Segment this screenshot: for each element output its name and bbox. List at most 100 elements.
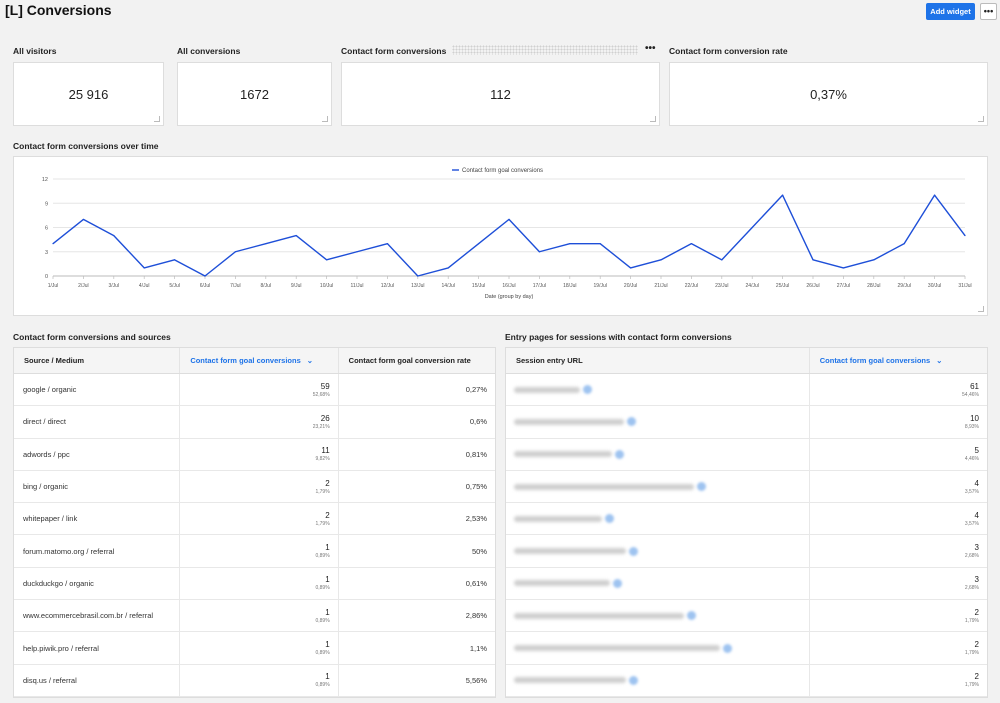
data-point: [751, 226, 753, 229]
resize-handle-icon[interactable]: [154, 116, 160, 122]
external-link-icon[interactable]: [629, 675, 638, 685]
resize-handle-icon[interactable]: [650, 116, 656, 122]
resize-handle-icon[interactable]: [978, 116, 984, 122]
resize-handle-icon[interactable]: [322, 116, 328, 122]
add-widget-button[interactable]: Add widget: [926, 3, 975, 20]
source-medium-cell[interactable]: adwords / ppc: [14, 438, 181, 470]
table-row[interactable]: 2 1,79%: [506, 600, 987, 633]
table-row[interactable]: 2 1,79%: [506, 664, 987, 697]
external-link-icon[interactable]: [605, 514, 614, 524]
table-row[interactable]: bing / organic 2 1,79% 0,75%: [14, 470, 495, 504]
blurred-url: [514, 515, 602, 522]
column-header-conversions[interactable]: Contact form goal conversions ⌄: [819, 356, 943, 365]
session-entry-url-cell[interactable]: [506, 535, 810, 567]
source-medium-cell[interactable]: direct / direct: [14, 406, 181, 438]
session-entry-url-cell[interactable]: [506, 503, 810, 535]
entry-section-title: Entry pages for sessions with contact fo…: [505, 332, 732, 342]
data-point: [812, 259, 814, 261]
x-tick-label: 11/Jul: [351, 283, 364, 289]
source-medium-cell[interactable]: www.ecommercebrasil.com.br / referral: [14, 600, 181, 632]
source-medium-cell[interactable]: disq.us / referral: [14, 664, 181, 696]
data-point: [721, 259, 723, 261]
x-tick-label: 1/Jul: [48, 283, 59, 289]
resize-handle-icon[interactable]: [978, 306, 984, 312]
data-point: [82, 218, 84, 221]
column-header-entry-url[interactable]: Session entry URL: [506, 348, 810, 373]
table-row[interactable]: 3 2,68%: [506, 567, 987, 601]
table-row[interactable]: help.piwik.pro / referral 1 0,89% 1,1%: [14, 632, 495, 665]
x-tick-label: 5/Jul: [169, 283, 180, 289]
table-row[interactable]: adwords / ppc 11 9,82% 0,81%: [14, 438, 495, 471]
drag-handle[interactable]: [452, 45, 638, 55]
table-row[interactable]: whitepaper / link 2 1,79% 2,53%: [14, 503, 495, 536]
table-row[interactable]: 10 8,93%: [506, 406, 987, 439]
source-medium-cell[interactable]: bing / organic: [14, 470, 181, 503]
external-link-icon[interactable]: [583, 385, 592, 395]
table-row[interactable]: www.ecommercebrasil.com.br / referral 1 0,…: [14, 600, 495, 633]
column-header-conversions[interactable]: Contact form goal conversions ⌄: [180, 348, 339, 373]
conversions-cell: 4 3,57%: [964, 478, 979, 495]
x-tick-label: 12/Jul: [381, 283, 394, 289]
external-link-icon[interactable]: [615, 449, 624, 459]
blurred-url: [514, 483, 694, 490]
x-tick-label: 28/Jul: [867, 283, 880, 289]
table-row[interactable]: 3 2,68%: [506, 535, 987, 568]
x-tick-label: 27/Jul: [837, 283, 850, 289]
data-point: [508, 218, 510, 221]
data-point: [174, 259, 176, 261]
table-row[interactable]: forum.matomo.org / referral 1 0,89% 50%: [14, 535, 495, 568]
blurred-url: [514, 612, 684, 619]
external-link-icon[interactable]: [723, 643, 732, 653]
source-medium-cell[interactable]: google / organic: [14, 374, 181, 406]
column-header-source[interactable]: Source / Medium: [14, 348, 181, 373]
table-row[interactable]: 4 3,57%: [506, 503, 987, 536]
series-line: [52, 194, 966, 277]
session-entry-url-cell[interactable]: [506, 374, 810, 406]
source-medium-cell[interactable]: whitepaper / link: [14, 503, 181, 535]
widget-menu-button[interactable]: •••: [645, 43, 656, 54]
data-point: [842, 267, 845, 269]
external-link-icon[interactable]: [687, 611, 696, 621]
session-entry-url-cell[interactable]: [506, 632, 810, 664]
data-point: [326, 259, 328, 261]
blurred-url: [514, 548, 626, 555]
table-row[interactable]: direct / direct 26 23,21% 0,6%: [14, 406, 495, 439]
line-chart: 0 3 6 9 12 1/Jul 2/Jul 3/Jul 4/Jul 5/Jul 6/Jul 7/Ju…: [42, 168, 972, 300]
session-entry-url-cell[interactable]: [506, 406, 810, 438]
table-row[interactable]: google / organic 59 52,68% 0,27%: [14, 374, 495, 407]
table-row[interactable]: disq.us / referral 1 0,89% 5,56%: [14, 664, 495, 697]
data-point: [630, 267, 632, 269]
table-row[interactable]: 5 4,46%: [506, 438, 987, 471]
table-row[interactable]: 2 1,79%: [506, 632, 987, 665]
more-options-button[interactable]: •••: [980, 3, 997, 20]
external-link-icon[interactable]: [627, 417, 636, 427]
table-row[interactable]: 4 3,57%: [506, 470, 987, 504]
session-entry-url-cell[interactable]: [506, 567, 810, 600]
blurred-url: [514, 580, 610, 587]
source-medium-cell[interactable]: help.piwik.pro / referral: [14, 632, 181, 664]
session-entry-url-cell[interactable]: [506, 664, 810, 696]
kpi-widget-all-conversions: 1672: [177, 62, 332, 126]
conversions-cell: 10 8,93%: [964, 413, 979, 430]
conversions-cell: 1 0,89%: [180, 567, 339, 600]
session-entry-url-cell[interactable]: [506, 438, 810, 470]
source-medium-cell[interactable]: duckduckgo / organic: [14, 567, 181, 600]
table-row[interactable]: 61 54,46%: [506, 374, 987, 407]
source-medium-cell[interactable]: forum.matomo.org / referral: [14, 535, 181, 567]
x-tick-label: 7/Jul: [230, 283, 241, 289]
x-tick-label: 26/Jul: [806, 283, 819, 289]
session-entry-url-cell[interactable]: [506, 470, 810, 503]
kpi-value: 25 916: [68, 86, 109, 102]
table-row[interactable]: duckduckgo / organic 1 0,89% 0,61%: [14, 567, 495, 601]
session-entry-url-cell[interactable]: [506, 600, 810, 632]
x-tick-label: 6/Jul: [200, 283, 211, 289]
column-header-rate[interactable]: Contact form goal conversion rate: [348, 356, 471, 365]
external-link-icon[interactable]: [697, 482, 706, 492]
external-link-icon[interactable]: [613, 578, 622, 588]
x-tick-label: 30/Jul: [928, 283, 941, 289]
sort-desc-icon: ⌄: [306, 356, 314, 365]
conversions-cell: 1 0,89%: [180, 535, 339, 567]
conversions-cell: 5 4,46%: [964, 446, 979, 463]
external-link-icon[interactable]: [629, 546, 638, 556]
conversion-rate-cell: 0,6%: [469, 417, 487, 427]
